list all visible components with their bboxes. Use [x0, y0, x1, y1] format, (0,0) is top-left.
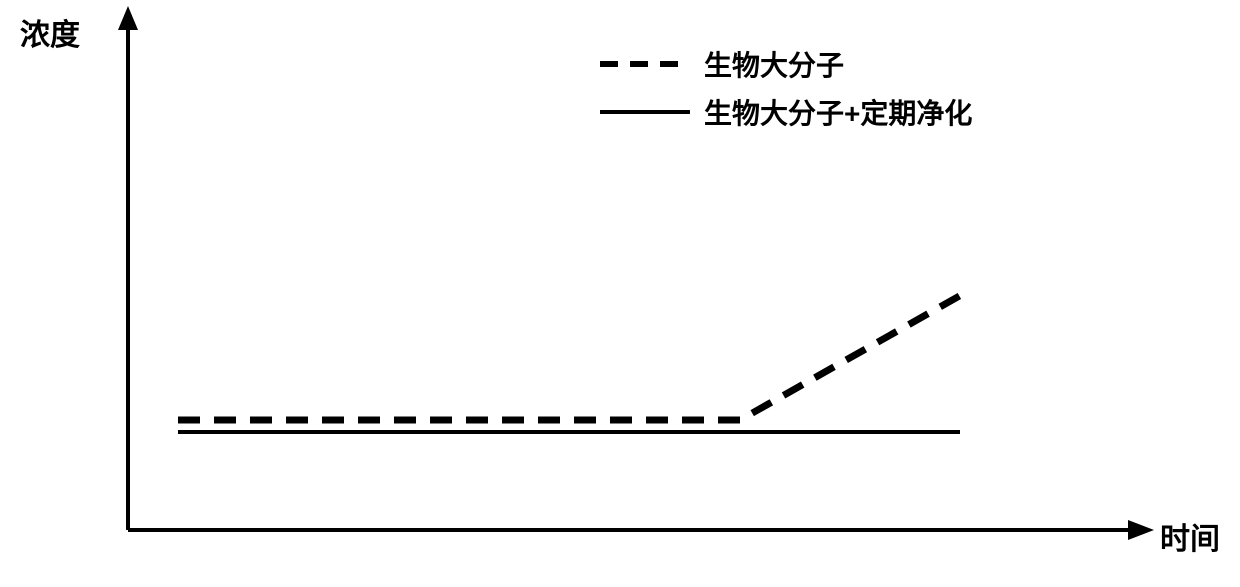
legend-label-dashed: 生物大分子	[704, 44, 844, 84]
legend: 生物大分子 生物大分子+定期净化	[600, 44, 972, 132]
legend-item-dashed: 生物大分子	[600, 44, 972, 84]
series-biomacromolecule	[178, 290, 970, 420]
legend-item-solid: 生物大分子+定期净化	[600, 92, 972, 132]
legend-label-solid: 生物大分子+定期净化	[704, 92, 972, 132]
y-axis-arrow	[118, 6, 138, 30]
x-axis-label: 时间	[1160, 514, 1220, 558]
y-axis-label: 浓度	[20, 10, 80, 54]
chart-container: 浓度 时间 生物大分子 生物大分子+定期净化	[0, 0, 1240, 582]
x-axis-arrow	[1128, 520, 1154, 540]
legend-swatch-solid	[600, 110, 690, 114]
legend-swatch-dashed	[600, 61, 690, 67]
